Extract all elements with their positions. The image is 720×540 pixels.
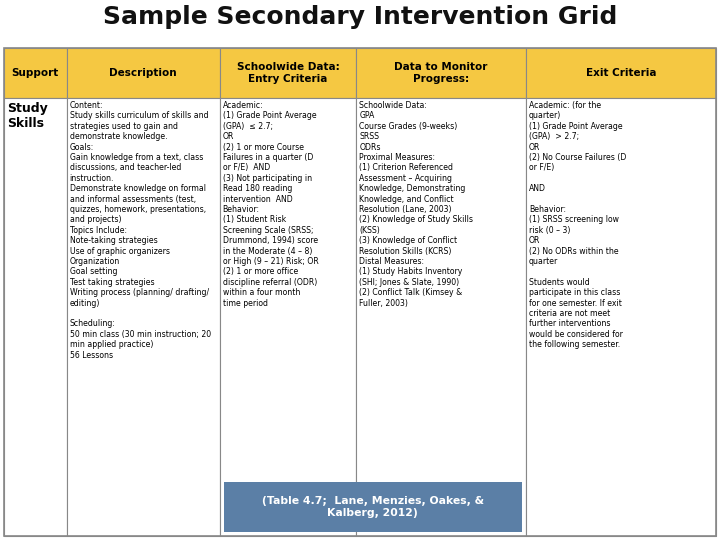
Bar xyxy=(67,48,220,98)
Bar xyxy=(220,48,356,98)
Text: Study
Skills: Study Skills xyxy=(7,102,48,130)
Bar xyxy=(224,482,522,532)
Text: Academic: (for the
quarter)
(1) Grade Point Average
(GPA)  > 2.7;
OR
(2) No Cour: Academic: (for the quarter) (1) Grade Po… xyxy=(529,101,626,349)
Bar xyxy=(356,98,526,536)
Text: Exit Criteria: Exit Criteria xyxy=(585,68,656,78)
Text: Support: Support xyxy=(12,68,59,78)
Text: Schoolwide Data:
Entry Criteria: Schoolwide Data: Entry Criteria xyxy=(237,62,339,84)
Text: Data to Monitor
Progress:: Data to Monitor Progress: xyxy=(395,62,488,84)
Bar xyxy=(526,48,716,98)
Text: Schoolwide Data:
GPA
Course Grades (9-weeks)
SRSS
ODRs
Proximal Measures:
(1) Cr: Schoolwide Data: GPA Course Grades (9-we… xyxy=(359,101,474,308)
Text: Description: Description xyxy=(109,68,177,78)
Text: Sample Secondary Intervention Grid: Sample Secondary Intervention Grid xyxy=(103,5,617,29)
Bar xyxy=(4,48,67,98)
Bar xyxy=(220,98,356,536)
Text: Content:
Study skills curriculum of skills and
strategies used to gain and
demon: Content: Study skills curriculum of skil… xyxy=(70,101,211,360)
Bar xyxy=(67,98,220,536)
Bar xyxy=(526,98,716,536)
Bar xyxy=(4,98,67,536)
Bar xyxy=(356,48,526,98)
Text: Academic:
(1) Grade Point Average
(GPA)  ≤ 2.7;
OR
(2) 1 or more Course
Failures: Academic: (1) Grade Point Average (GPA) … xyxy=(222,101,318,308)
Text: (Table 4.7;  Lane, Menzies, Oakes, &
Kalberg, 2012): (Table 4.7; Lane, Menzies, Oakes, & Kalb… xyxy=(262,496,484,518)
